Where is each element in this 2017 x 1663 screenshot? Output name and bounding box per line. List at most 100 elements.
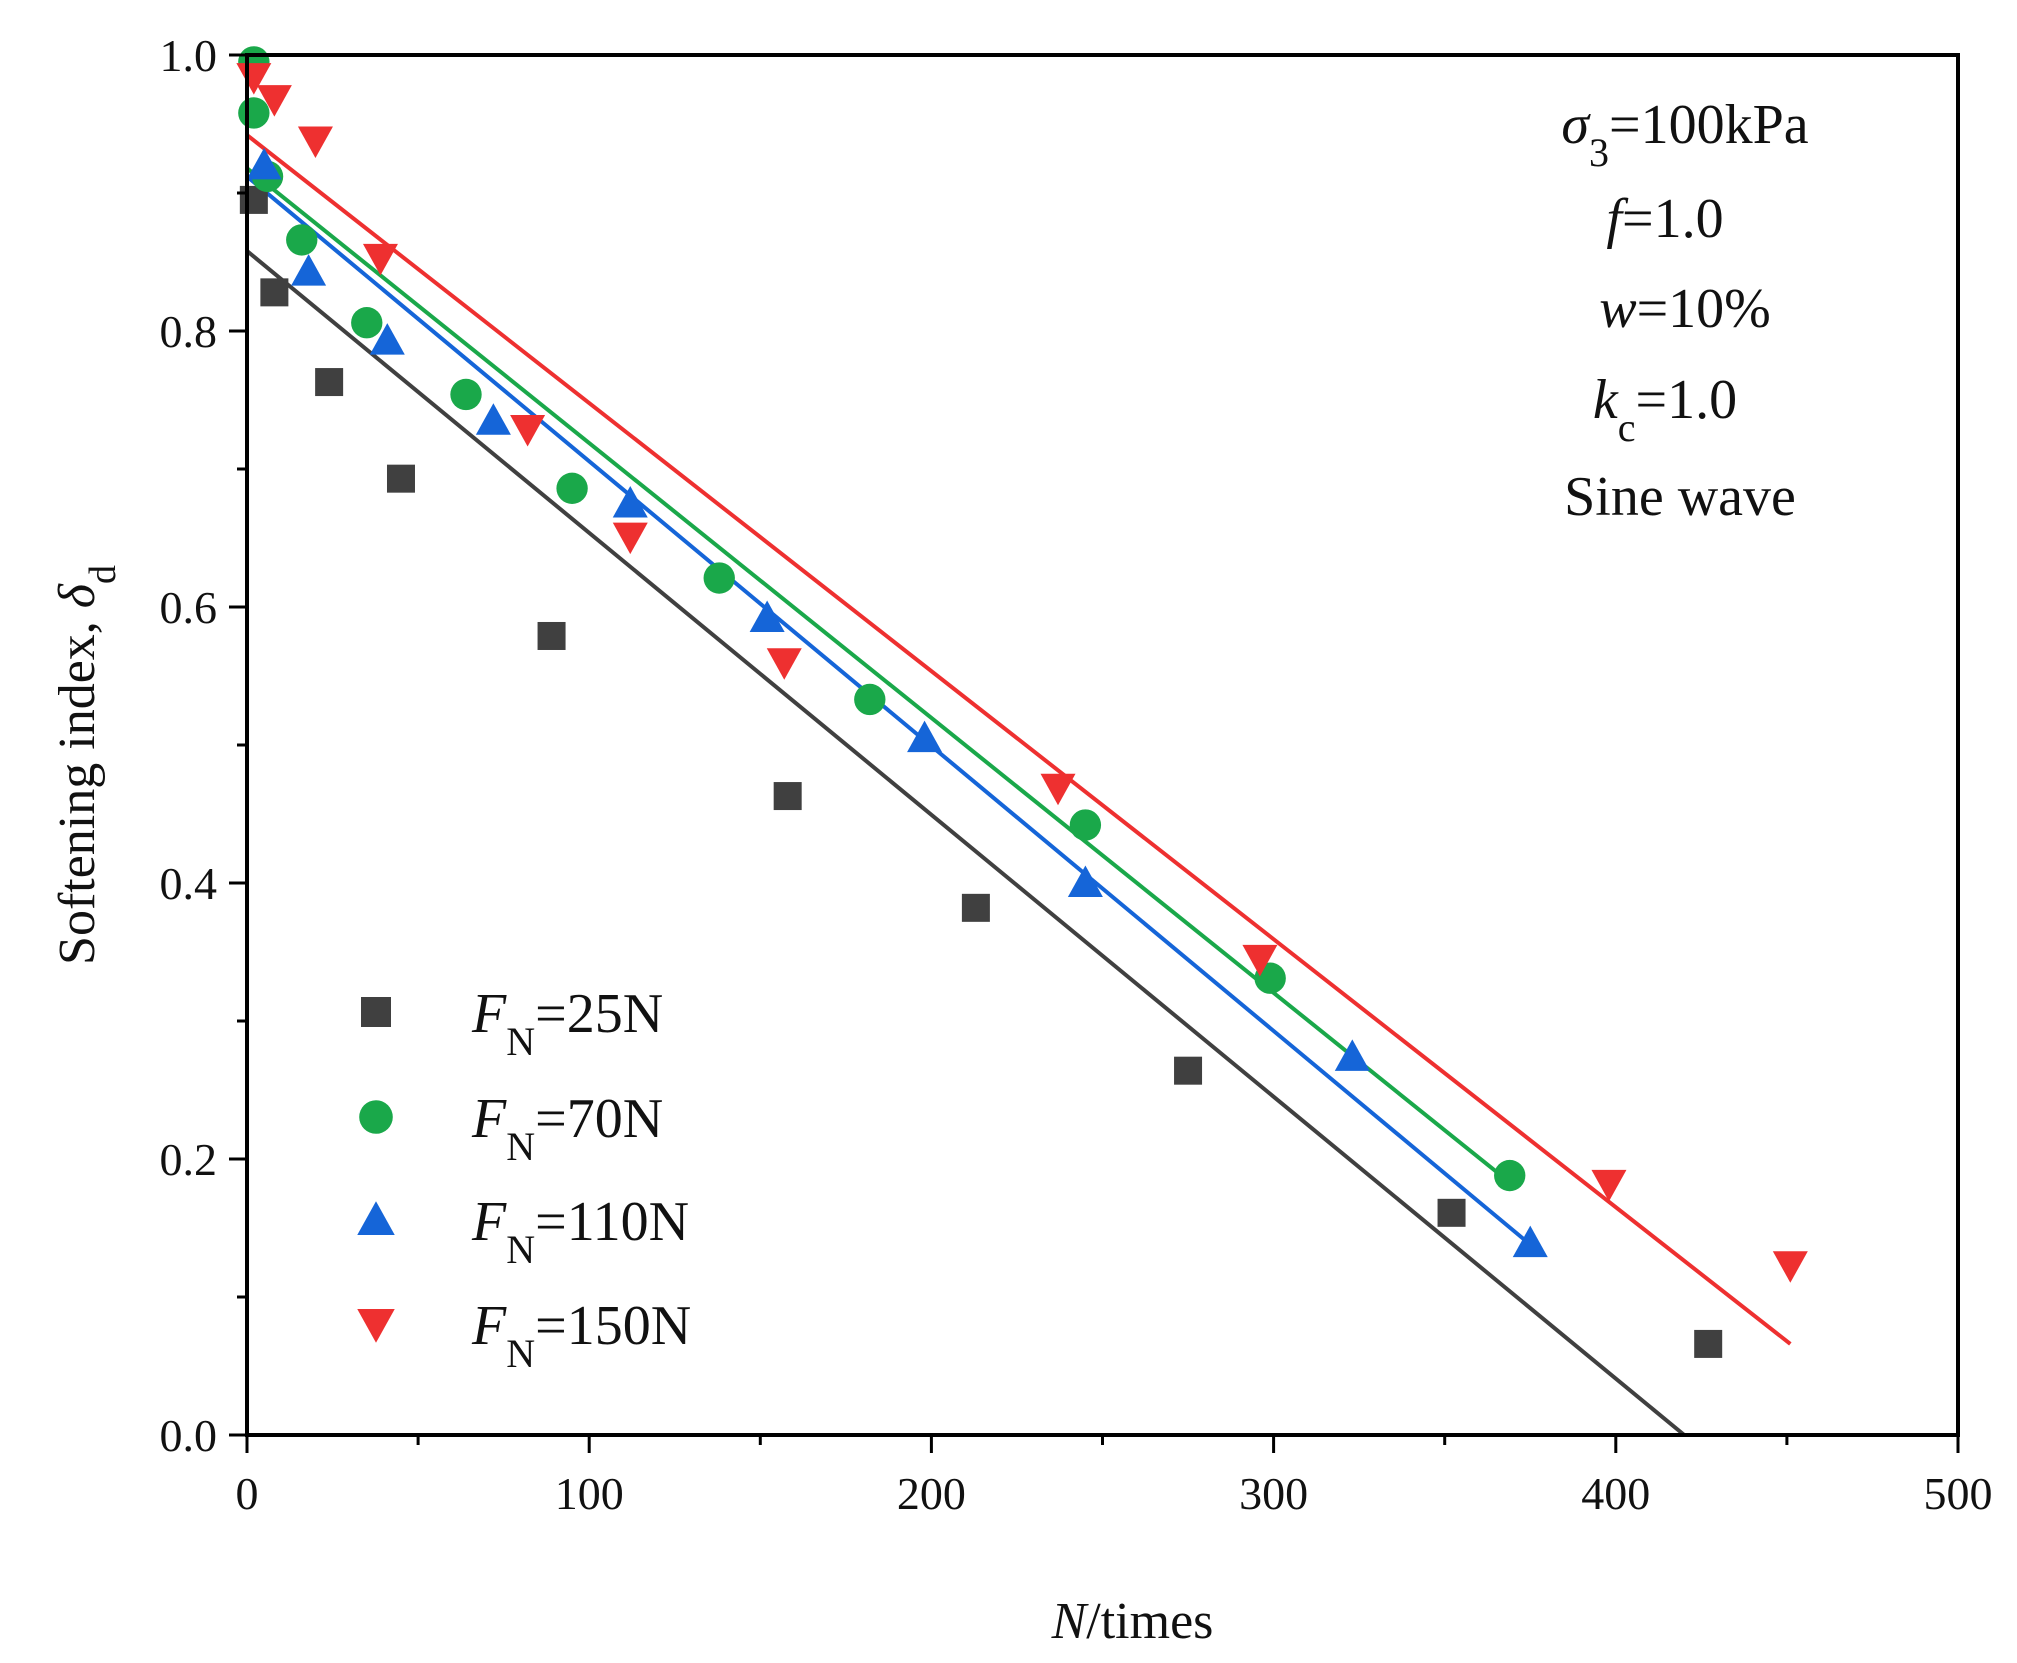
data-point-fn-70n <box>1069 809 1102 841</box>
annotation-line: Sine wave <box>1564 466 1796 528</box>
annotation-value: =100kPa <box>1609 94 1809 156</box>
data-point-fn-25n <box>386 464 415 493</box>
data-point-fn-110n <box>475 403 511 435</box>
fit-line-fn-150n <box>245 133 1792 1346</box>
legend-value: =70N <box>535 1088 663 1150</box>
annotation-value: Sine wave <box>1564 466 1796 528</box>
legend-marker <box>357 1309 395 1343</box>
data-point-fn-110n <box>1067 865 1103 897</box>
x-axis-title-unit: /times <box>1086 1593 1213 1650</box>
legend-value: =25N <box>535 983 663 1045</box>
axis-ticks-layer: 0 100 200 300 400 500 0.0 0.2 0.4 0.6 0.8 1.0 <box>160 30 1993 1519</box>
y-axis-title-subscript: d <box>82 565 124 584</box>
annotation-value: =10% <box>1637 278 1771 340</box>
data-point-fn-25n <box>1174 1056 1203 1085</box>
data-point-fn-110n <box>369 323 405 355</box>
legend-subscript: N <box>506 1331 535 1376</box>
legend-marker <box>359 1100 393 1134</box>
data-point-fn-110n <box>612 486 648 518</box>
x-tick-label: 0 <box>236 1468 259 1519</box>
legend-subscript: N <box>506 1019 535 1064</box>
x-tick-label: 300 <box>1239 1468 1308 1519</box>
legend-marker <box>361 997 391 1027</box>
y-axis-title: Softening index, δd <box>49 565 124 965</box>
x-axis-title-variable: N <box>1051 1593 1090 1650</box>
data-point-fn-25n <box>961 893 990 922</box>
legend-variable: F <box>471 1295 507 1357</box>
y-axis-title-symbol: δ <box>49 583 106 608</box>
legend-label: FN=150N <box>471 1295 691 1376</box>
legend-variable: F <box>471 1088 507 1150</box>
data-point-fn-70n <box>1494 1159 1526 1192</box>
legend-variable: F <box>471 983 507 1045</box>
x-tick-label: 200 <box>897 1468 966 1519</box>
legend-label: FN=25N <box>471 983 663 1064</box>
y-axis-title-text: Softening index, <box>49 608 106 965</box>
data-point-fn-110n <box>907 720 943 753</box>
data-point-fn-25n <box>260 278 289 307</box>
data-point-fn-150n <box>612 522 648 555</box>
y-tick-label: 1.0 <box>160 30 218 81</box>
legend-value: =110N <box>535 1191 689 1253</box>
annotation-subscript: c <box>1618 405 1636 450</box>
data-point-fn-25n <box>773 782 802 811</box>
annotation-variable: w <box>1599 278 1636 340</box>
data-point-fn-150n <box>766 648 802 680</box>
data-point-fn-150n <box>1040 773 1076 806</box>
data-point-fn-110n <box>749 600 785 633</box>
fit-line-fn-110n <box>245 174 1532 1247</box>
x-tick-label: 400 <box>1581 1468 1650 1519</box>
data-point-fn-70n <box>351 307 383 339</box>
y-tick-label: 0.6 <box>160 582 218 633</box>
x-axis-title: N/times <box>1051 1593 1214 1650</box>
annotation-subscript: 3 <box>1589 130 1609 175</box>
annotation-variable: k <box>1593 369 1619 431</box>
data-point-fn-25n <box>537 621 566 650</box>
data-point-fn-150n <box>256 85 292 117</box>
legend-value: =150N <box>535 1295 691 1357</box>
legend-label: FN=70N <box>471 1088 663 1169</box>
fit-line-fn-70n <box>245 166 1511 1185</box>
data-markers-layer <box>236 46 1808 1358</box>
data-point-fn-25n <box>1437 1198 1466 1227</box>
data-point-fn-150n <box>1591 1169 1627 1202</box>
annotation-variable: σ <box>1561 94 1591 156</box>
y-tick-label: 0.4 <box>160 858 218 909</box>
annotation-line: σ3=100kPa <box>1561 94 1808 175</box>
fit-line-fn-25n <box>245 249 1686 1437</box>
y-tick-label: 0.2 <box>160 1134 218 1185</box>
y-tick-label: 0.8 <box>160 306 218 357</box>
annotation-value: =1.0 <box>1622 188 1724 250</box>
data-point-fn-150n <box>510 414 546 447</box>
legend-variable: F <box>471 1191 507 1253</box>
legend-label: FN=110N <box>471 1191 689 1272</box>
data-point-fn-70n <box>854 683 886 716</box>
annotation-value: =1.0 <box>1636 369 1738 431</box>
data-point-fn-25n <box>1694 1329 1723 1358</box>
data-point-fn-150n <box>362 243 398 276</box>
legend-subscript: N <box>506 1227 535 1272</box>
fit-lines-layer <box>245 133 1792 1437</box>
x-tick-label: 100 <box>555 1468 624 1519</box>
data-point-fn-70n <box>286 224 318 256</box>
legend-subscript: N <box>506 1124 535 1169</box>
data-point-fn-70n <box>450 378 482 411</box>
y-tick-label: 0.0 <box>160 1410 218 1461</box>
data-point-fn-150n <box>1242 944 1278 977</box>
annotation-line: f=1.0 <box>1606 188 1723 250</box>
data-point-fn-110n <box>246 147 282 180</box>
data-point-fn-110n <box>1512 1225 1548 1258</box>
data-point-fn-110n <box>1334 1039 1370 1071</box>
x-tick-label: 500 <box>1924 1468 1993 1519</box>
data-point-fn-150n <box>297 126 333 159</box>
data-point-fn-70n <box>703 562 735 594</box>
data-point-fn-70n <box>556 472 588 504</box>
data-point-fn-70n <box>238 97 270 129</box>
data-point-fn-150n <box>1772 1251 1808 1283</box>
annotation-line: kc=1.0 <box>1593 369 1737 450</box>
annotation-line: w=10% <box>1599 278 1771 340</box>
data-point-fn-25n <box>315 368 344 397</box>
